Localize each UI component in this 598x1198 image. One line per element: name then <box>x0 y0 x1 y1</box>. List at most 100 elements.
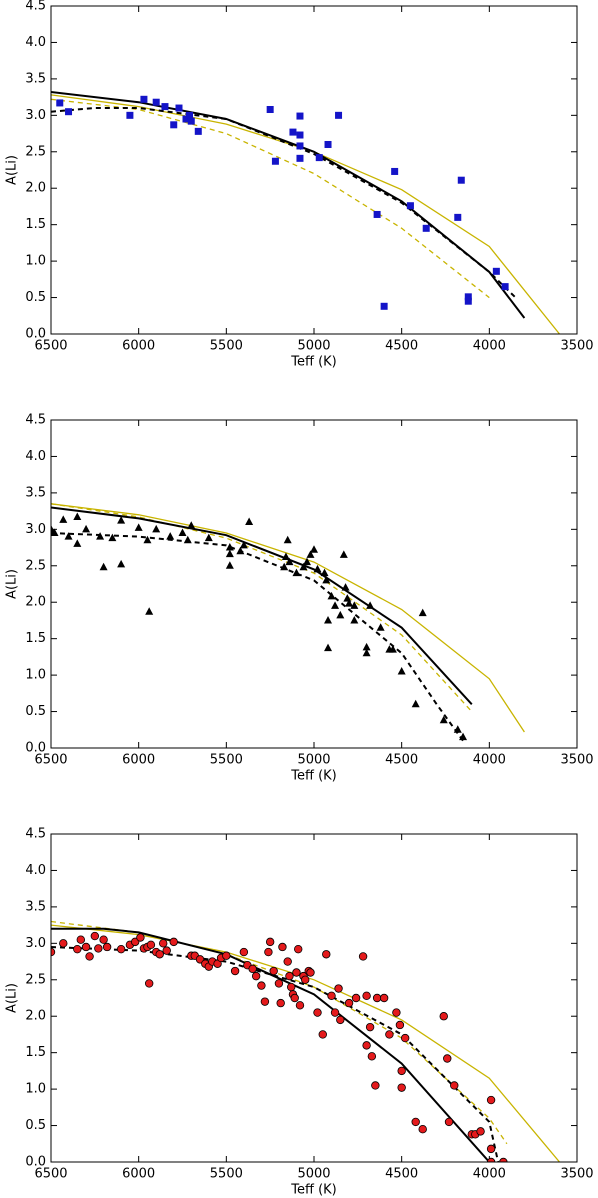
point <box>397 666 406 675</box>
curve <box>51 920 508 1145</box>
x-axis-label: Teff (K) <box>290 769 337 784</box>
point <box>406 202 414 210</box>
point <box>145 607 154 615</box>
point <box>73 539 82 547</box>
point <box>391 167 399 175</box>
curve <box>51 107 517 299</box>
point <box>379 993 389 1003</box>
point <box>117 516 126 524</box>
point <box>422 224 430 232</box>
point <box>318 1030 327 1039</box>
point <box>225 561 234 569</box>
point <box>283 957 292 966</box>
point <box>65 108 73 116</box>
curve <box>51 94 561 334</box>
point <box>230 966 240 976</box>
x-tick-label: 4500 <box>385 1167 418 1182</box>
point <box>350 615 359 624</box>
point <box>336 610 345 619</box>
y-tick-label: 4.0 <box>25 449 46 464</box>
point <box>362 1041 371 1050</box>
x-tick-label: 4000 <box>473 753 506 768</box>
point <box>85 952 94 961</box>
point <box>222 951 231 960</box>
point <box>276 998 285 1008</box>
point <box>59 939 68 948</box>
point <box>73 944 82 954</box>
point <box>266 106 274 114</box>
point <box>376 623 385 631</box>
point <box>411 1117 420 1127</box>
point <box>388 645 397 653</box>
point <box>296 142 304 150</box>
point <box>331 601 340 609</box>
point <box>501 283 509 291</box>
y-axis-label: A(Li) <box>5 569 20 599</box>
y-tick-label: 4.5 <box>25 413 46 428</box>
point <box>367 1052 377 1061</box>
point <box>283 535 292 544</box>
point <box>400 1033 410 1043</box>
y-tick-label: 3.5 <box>25 71 46 86</box>
point <box>324 140 332 148</box>
point <box>264 947 273 957</box>
curve <box>51 91 526 319</box>
point <box>344 998 354 1008</box>
point <box>444 1117 454 1127</box>
point <box>292 568 301 577</box>
point <box>418 608 427 617</box>
x-tick-label: 4000 <box>473 1167 506 1182</box>
point <box>299 562 308 571</box>
point <box>239 947 249 957</box>
point <box>257 981 266 990</box>
point <box>294 944 303 954</box>
point <box>366 601 375 609</box>
x-tick-label: 5500 <box>210 339 243 354</box>
point <box>411 699 420 708</box>
y-tick-label: 3.0 <box>25 522 46 537</box>
point <box>152 98 160 106</box>
axes-frame <box>50 833 578 1163</box>
y-tick-label: 4.0 <box>25 863 46 878</box>
y-tick-label: 1.0 <box>25 254 46 269</box>
curve <box>51 532 464 742</box>
point <box>108 533 117 542</box>
y-tick-label: 1.5 <box>25 631 46 646</box>
point <box>260 997 270 1006</box>
plot-area <box>51 503 525 742</box>
x-tick-label: 5500 <box>210 1167 243 1182</box>
y-tick-label: 3.5 <box>25 899 46 914</box>
point <box>486 1144 496 1154</box>
point <box>269 966 278 976</box>
point <box>362 991 371 1001</box>
y-tick-label: 0.0 <box>25 1155 46 1170</box>
point <box>169 937 178 947</box>
point <box>296 154 304 162</box>
point <box>152 524 161 533</box>
point <box>239 540 248 549</box>
point <box>99 935 108 944</box>
y-tick-label: 1.0 <box>25 668 46 683</box>
curve <box>51 946 500 1162</box>
y-tick-label: 0.0 <box>25 741 46 756</box>
y-tick-label: 0.5 <box>25 704 46 719</box>
point <box>56 99 64 107</box>
point <box>102 942 112 952</box>
point <box>161 103 169 111</box>
point <box>285 557 294 566</box>
point <box>335 111 343 119</box>
y-axis-label: A(Li) <box>5 983 20 1013</box>
point <box>51 524 55 533</box>
point <box>464 293 472 301</box>
point <box>397 1083 406 1092</box>
y-tick-label: 1.5 <box>25 1045 46 1060</box>
point <box>143 535 152 544</box>
point <box>187 521 196 529</box>
x-tick-label: 3500 <box>560 339 593 354</box>
point <box>280 562 289 571</box>
y-tick-label: 4.5 <box>25 827 46 842</box>
point <box>82 524 91 533</box>
y-tick-label: 2.0 <box>25 595 46 610</box>
point <box>371 1081 380 1090</box>
point <box>334 984 343 993</box>
